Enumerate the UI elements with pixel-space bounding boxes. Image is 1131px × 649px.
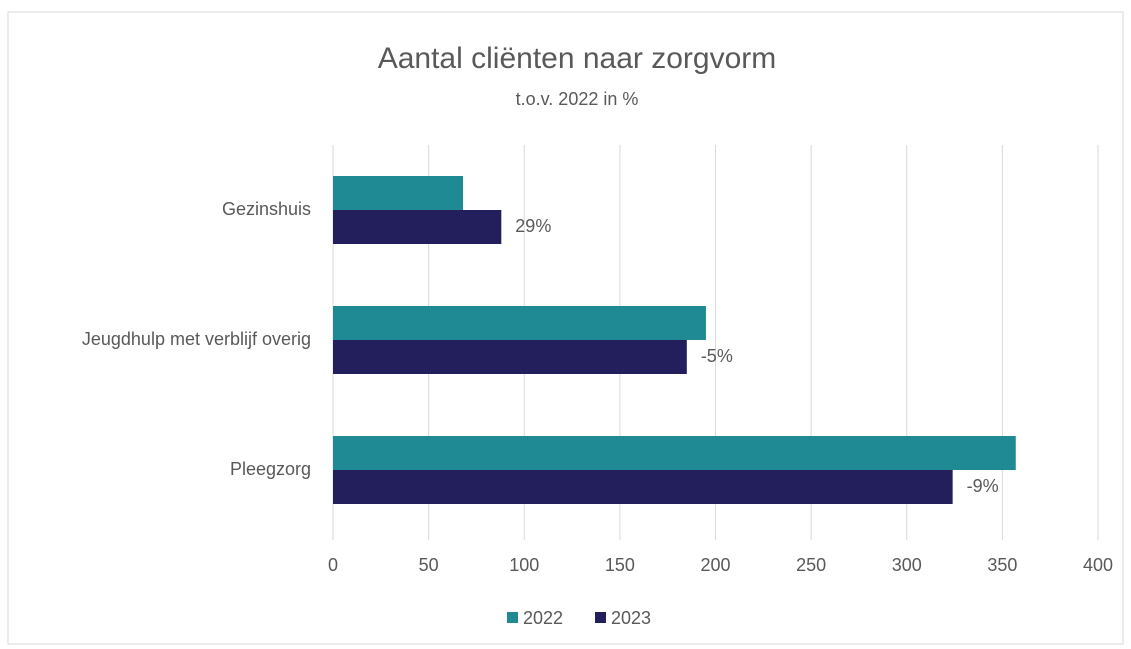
change-label: -5% xyxy=(701,346,733,366)
x-tick-label: 200 xyxy=(700,555,730,575)
bar xyxy=(333,176,464,210)
bar xyxy=(333,470,953,504)
x-tick-label: 250 xyxy=(796,555,826,575)
x-tick-label: 350 xyxy=(987,555,1017,575)
bar xyxy=(333,340,687,374)
x-tick-label: 100 xyxy=(509,555,539,575)
legend-label: 2022 xyxy=(523,608,563,628)
x-tick-label: 400 xyxy=(1083,555,1113,575)
x-tick-label: 300 xyxy=(892,555,922,575)
legend-swatch xyxy=(595,612,606,623)
change-label: 29% xyxy=(515,216,551,236)
y-tick-label: Pleegzorg xyxy=(230,459,311,479)
x-tick-label: 0 xyxy=(328,555,338,575)
legend-label: 2023 xyxy=(611,608,651,628)
chart-title: Aantal cliënten naar zorgvorm xyxy=(378,42,777,75)
legend-swatch xyxy=(507,612,518,623)
change-label: -9% xyxy=(967,476,999,496)
bar xyxy=(333,306,706,340)
y-tick-label: Gezinshuis xyxy=(222,199,311,219)
chart-subtitle: t.o.v. 2022 in % xyxy=(516,89,639,109)
x-tick-label: 150 xyxy=(605,555,635,575)
bar xyxy=(333,210,502,244)
y-tick-label: Jeugdhulp met verblijf overig xyxy=(82,329,311,349)
bar xyxy=(333,436,1016,470)
x-tick-label: 50 xyxy=(419,555,439,575)
